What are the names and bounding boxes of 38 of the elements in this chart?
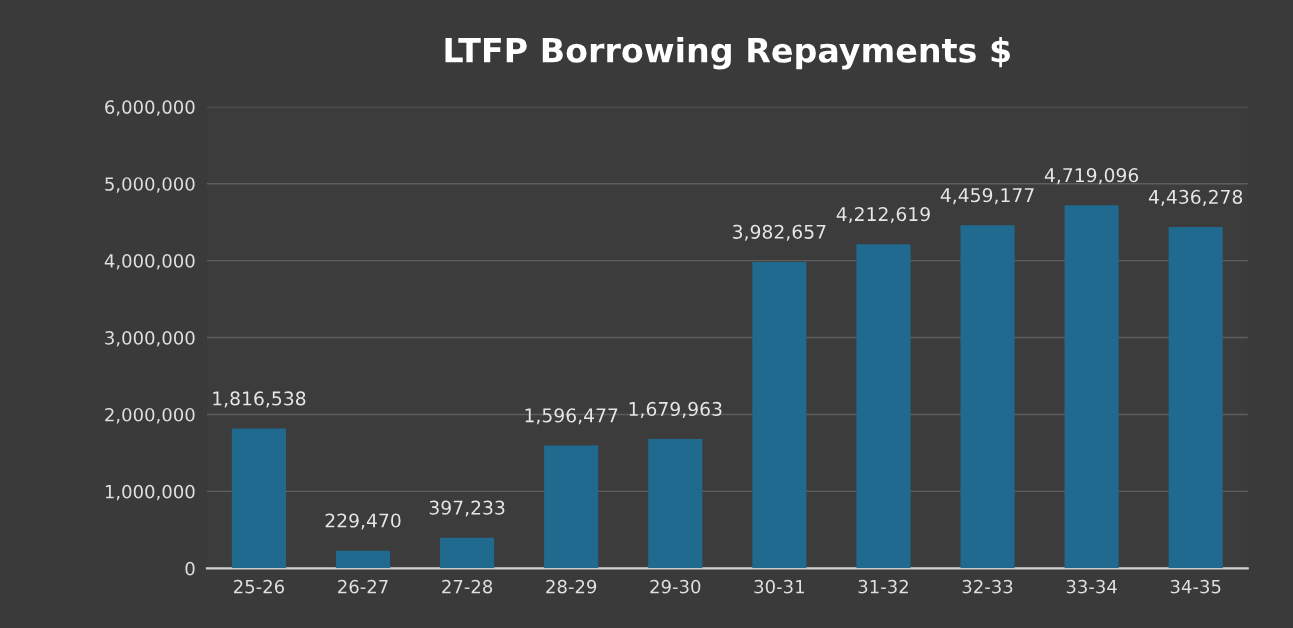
bar [1168, 227, 1223, 569]
chart-title: LTFP Borrowing Repayments $ [445, 36, 1010, 70]
x-tick-label: 28-29 [546, 579, 597, 594]
data-label: 229,470 [325, 513, 401, 530]
x-tick-label: 32-33 [962, 579, 1013, 594]
bar [856, 244, 911, 569]
data-label: 1,679,963 [629, 401, 722, 418]
bar [752, 261, 807, 569]
y-tick-label: 5,000,000 [105, 177, 195, 193]
bar [231, 428, 286, 569]
y-tick-label: 0 [185, 561, 195, 576]
x-tick-label: 30-31 [754, 579, 804, 594]
data-label: 4,212,619 [836, 207, 930, 224]
data-label: 397,233 [429, 500, 505, 517]
data-label: 4,436,278 [1148, 189, 1243, 206]
x-tick-label: 25-26 [234, 579, 285, 594]
data-label: 3,982,657 [733, 224, 826, 241]
data-label: 4,459,177 [940, 188, 1034, 205]
y-tick-label: 4,000,000 [104, 254, 195, 270]
bar [440, 537, 495, 569]
x-tick-label: 33-34 [1066, 579, 1117, 594]
bar [544, 445, 599, 569]
bar [960, 225, 1015, 569]
data-label: 1,596,477 [525, 408, 618, 425]
bar [1064, 205, 1119, 569]
x-tick-label: 31-32 [858, 579, 908, 594]
x-tick-label: 34-35 [1170, 579, 1221, 594]
data-label: 1,816,538 [213, 391, 306, 408]
y-tick-label: 2,000,000 [105, 407, 195, 424]
bar [648, 439, 703, 569]
data-label: 4,719,096 [1044, 168, 1139, 185]
bar [335, 550, 391, 569]
x-tick-label: 29-30 [650, 579, 701, 594]
x-tick-label: 27-28 [442, 579, 493, 594]
x-tick-label: 26-27 [338, 579, 388, 594]
y-tick-label: 6,000,000 [105, 100, 195, 116]
y-tick-label: 3,000,000 [105, 331, 195, 347]
y-tick-label: 1,000,000 [105, 484, 195, 501]
